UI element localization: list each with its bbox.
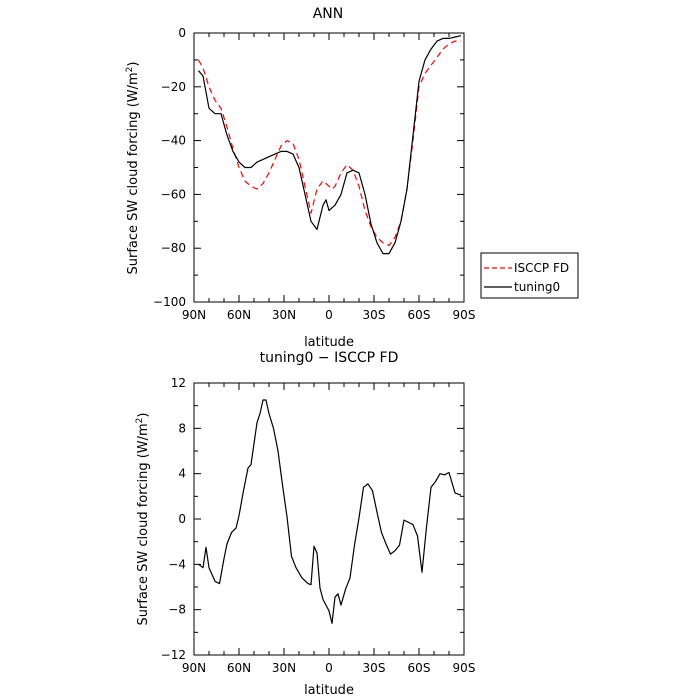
series-line-isccp-fd: [197, 40, 461, 247]
series-lines: [197, 35, 462, 255]
x-axis-label: latitude: [304, 335, 354, 350]
y-ticks: 0 −20 −40 −60 −80 −100: [153, 26, 464, 309]
x-ticks: 90N 60N 30N 0 30S 60S 90S: [182, 383, 476, 675]
y-axis-label: Surface SW cloud forcing (W/m2): [135, 413, 151, 626]
y-tick-label: −80: [161, 241, 186, 255]
series-lines: [198, 399, 462, 624]
series-line-difference: [198, 399, 462, 624]
y-tick-label: −40: [161, 134, 186, 148]
legend-label-tuning0: tuning0: [514, 280, 560, 294]
x-tick-label: 90S: [453, 308, 476, 322]
y-tick-label: 4: [178, 467, 186, 481]
x-tick-label: 90N: [182, 308, 206, 322]
x-ticks: 90N 60N 30N 0 30S 60S 90S: [182, 33, 476, 322]
y-tick-label: −100: [153, 295, 186, 309]
y-tick-label: −4: [168, 557, 186, 571]
x-tick-label: 90N: [182, 661, 206, 675]
y-axis-label-superscript: 2: [125, 67, 135, 73]
legend: ISCCP FD tuning0: [480, 252, 579, 299]
y-tick-label: −12: [161, 648, 186, 662]
x-tick-label: 30N: [272, 308, 296, 322]
x-tick-label: 60S: [408, 308, 431, 322]
legend-box: [480, 252, 579, 299]
x-tick-label: 60N: [227, 661, 251, 675]
y-axis-label-suffix: ): [136, 413, 151, 418]
y-tick-label: 0: [178, 512, 186, 526]
x-tick-label: 30N: [272, 661, 296, 675]
panel-annual-forcing: ANN 90N 60N 30N 0 30S 60S 90S 0 −20 −40 −60 −80 −10…: [125, 6, 579, 350]
y-axis-label-text: Surface SW cloud forcing (W/m: [136, 423, 151, 625]
x-tick-label: 90S: [453, 661, 476, 675]
x-tick-label: 30S: [363, 308, 386, 322]
y-ticks: 12 8 4 0 −4 −8 −12: [161, 376, 464, 662]
chart-title: tuning0 − ISCCP FD: [260, 350, 399, 366]
series-line-tuning0: [198, 35, 462, 255]
y-axis-label-suffix: ): [126, 62, 141, 67]
y-tick-label: −8: [168, 603, 186, 617]
y-axis-label-text: Surface SW cloud forcing (W/m: [126, 72, 141, 274]
plot-frame: [193, 32, 465, 303]
x-axis-label: latitude: [304, 683, 354, 698]
chart-title: ANN: [313, 6, 344, 22]
panel-difference: tuning0 − ISCCP FD 90N 60N 30N 0 30S 60S 90S 1…: [135, 350, 475, 698]
y-tick-label: −20: [161, 80, 186, 94]
y-tick-label: 8: [178, 421, 186, 435]
legend-label-isccp-fd: ISCCP FD: [514, 261, 569, 275]
x-tick-label: 30S: [363, 661, 386, 675]
y-axis-label-superscript: 2: [135, 418, 145, 424]
y-axis-label: Surface SW cloud forcing (W/m2): [125, 62, 141, 275]
x-tick-label: 0: [325, 661, 333, 675]
x-tick-label: 0: [325, 308, 333, 322]
x-tick-label: 60S: [408, 661, 431, 675]
y-tick-label: 12: [171, 376, 186, 390]
y-tick-label: −60: [161, 187, 186, 201]
plot-frame: [193, 382, 465, 656]
y-tick-label: 0: [178, 26, 186, 40]
x-tick-label: 60N: [227, 308, 251, 322]
